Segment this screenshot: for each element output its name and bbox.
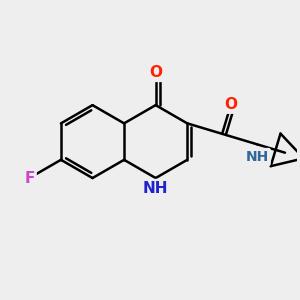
Text: F: F xyxy=(24,170,34,185)
Text: O: O xyxy=(149,65,162,80)
Text: NH: NH xyxy=(143,181,168,196)
Text: O: O xyxy=(224,97,238,112)
Text: NH: NH xyxy=(245,150,269,164)
